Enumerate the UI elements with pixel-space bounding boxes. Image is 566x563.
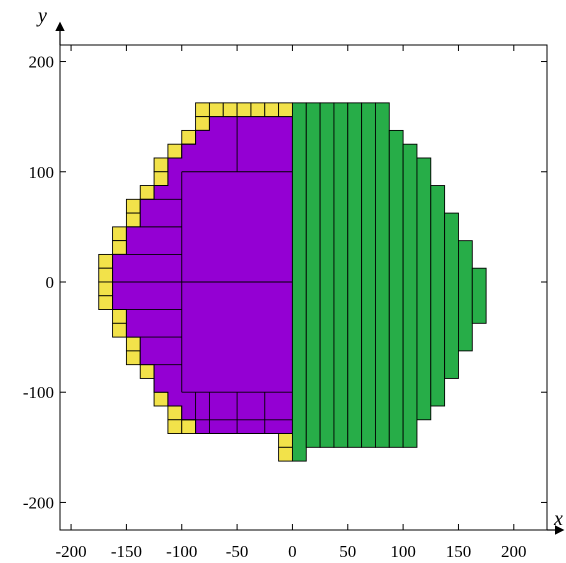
green-column <box>291 102 307 462</box>
yellow-cell <box>181 419 197 435</box>
green-column <box>333 102 349 448</box>
frame-rect <box>59 44 548 531</box>
x-tick-label: 200 <box>501 542 527 561</box>
x-tick-label: 0 <box>288 542 297 561</box>
x-tick-label: -50 <box>226 542 249 561</box>
yellow-cell <box>125 350 141 366</box>
yellow-cell <box>167 419 183 435</box>
green-column <box>347 102 363 448</box>
green-column <box>319 102 335 448</box>
axis-ticks: -200 -150 -100 -50 0 50 100 150 200 -200 -100 0 100 2… <box>23 45 547 561</box>
yellow-cell <box>167 143 183 159</box>
green-column <box>361 102 376 448</box>
yellow-cell <box>250 102 266 118</box>
yellow-cell <box>125 336 141 352</box>
yellow-cell <box>181 129 197 145</box>
y-tick-label: -200 <box>23 493 54 512</box>
yellow-cell <box>153 157 169 173</box>
green-column <box>416 157 432 421</box>
y-axis-name: y <box>36 5 47 27</box>
yellow-cell <box>98 267 114 283</box>
green-column <box>402 143 418 448</box>
x-tick-label: -150 <box>111 542 142 561</box>
y-tick-label: 100 <box>29 163 55 182</box>
yellow-cell <box>112 226 127 242</box>
yellow-cell <box>112 309 127 324</box>
yellow-cell <box>264 102 280 118</box>
y-tick-label: -100 <box>23 383 54 402</box>
yellow-cell <box>139 364 155 379</box>
y-tick-label: 0 <box>46 273 55 292</box>
yellow-cell <box>98 253 114 269</box>
yellow-cell <box>153 171 169 186</box>
green-columns <box>291 102 487 462</box>
yellow-cell <box>195 116 210 131</box>
yellow-cell <box>236 102 252 118</box>
green-column <box>430 185 446 407</box>
green-column <box>444 212 459 379</box>
x-tick-label: -100 <box>166 542 197 561</box>
x-tick-label: -200 <box>55 542 86 561</box>
green-column <box>374 102 390 448</box>
yellow-cell <box>125 198 141 214</box>
green-column <box>305 102 321 448</box>
purple-region-shape <box>112 116 293 435</box>
purple-region <box>112 116 293 435</box>
yellow-cell <box>98 295 114 310</box>
yellow-cell <box>195 102 210 118</box>
yellow-cell <box>153 391 169 407</box>
yellow-cell <box>98 281 114 297</box>
yellow-cell <box>112 322 127 338</box>
x-tick-label: 100 <box>390 542 416 561</box>
plot-frame <box>55 21 565 535</box>
yellow-cell <box>125 212 141 228</box>
yellow-cell <box>278 102 293 118</box>
green-column <box>471 267 487 324</box>
yellow-cell <box>208 102 224 118</box>
yellow-cell <box>278 433 293 448</box>
yellow-cell <box>222 102 238 118</box>
green-column <box>458 240 473 352</box>
x-tick-label: 50 <box>339 542 356 561</box>
x-axis-name: x <box>553 508 563 530</box>
y-tick-label: 200 <box>29 53 55 72</box>
yellow-cell <box>112 240 127 255</box>
yellow-cell <box>278 446 293 462</box>
green-column <box>388 129 404 448</box>
yellow-cell <box>167 405 183 421</box>
x-tick-label: 150 <box>446 542 472 561</box>
yellow-cell <box>139 185 155 200</box>
